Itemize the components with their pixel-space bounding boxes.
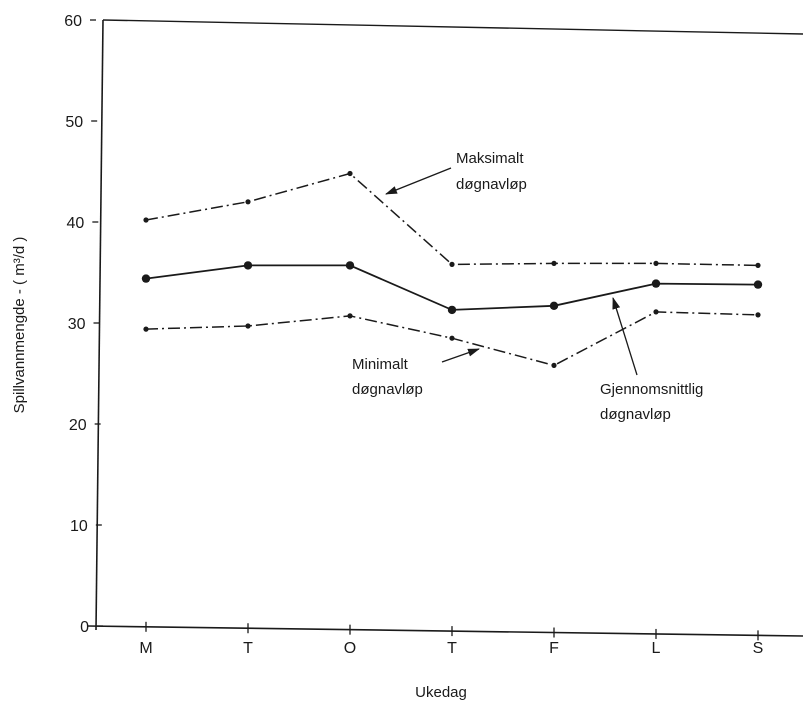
data-point-min <box>755 312 761 318</box>
annotation-min-line2: døgnavløp <box>352 381 423 398</box>
data-point-snitt <box>549 301 559 310</box>
annotation-maks: Maksimalt døgnavløp <box>385 150 527 195</box>
data-point-min <box>245 323 251 329</box>
y-tick-label: 20 <box>69 417 87 434</box>
y-tick-label: 50 <box>65 114 83 131</box>
data-point-min <box>347 313 353 319</box>
annotation-snitt-line1: Gjennomsnittlig <box>600 381 703 398</box>
data-point-maks <box>347 170 353 177</box>
annotation-maks-arrow <box>385 167 452 195</box>
data-point-min <box>449 335 455 341</box>
data-point-snitt <box>243 261 253 270</box>
annotation-min-arrow <box>441 348 480 363</box>
data-point-maks <box>755 262 761 268</box>
data-point-min <box>143 326 149 332</box>
annotation-snitt: Gjennomsnittlig døgnavløp <box>600 297 703 423</box>
x-axis-line <box>87 625 803 637</box>
y-axis-line <box>95 19 104 631</box>
data-point-maks <box>449 261 455 267</box>
data-point-maks <box>143 217 149 223</box>
x-tick-label: F <box>549 640 559 657</box>
y-tick-label: 40 <box>67 215 85 232</box>
x-tick-label: S <box>753 640 764 657</box>
data-point-maks <box>653 260 659 266</box>
annotation-maks-line2: døgnavløp <box>456 176 527 193</box>
top-border-line <box>102 19 803 35</box>
data-point-snitt <box>447 305 457 315</box>
series-group <box>141 170 763 368</box>
x-tick-label: L <box>652 640 661 657</box>
data-point-min <box>653 309 659 315</box>
x-tick-label: O <box>344 640 356 657</box>
y-tick-label: 30 <box>68 316 86 333</box>
annotation-min-line1: Minimalt <box>352 356 409 373</box>
data-point-maks <box>245 199 251 205</box>
data-point-snitt <box>651 279 661 288</box>
y-axis-title: Spillvannmengde - ( m³/d ) <box>11 237 28 414</box>
data-point-snitt <box>345 261 355 270</box>
annotation-snitt-line2: døgnavløp <box>600 406 671 423</box>
x-tick-label: T <box>447 640 457 657</box>
annotation-snitt-arrow <box>612 297 638 376</box>
series-line-snitt <box>145 264 759 311</box>
x-axis-title: Ukedag <box>415 684 467 701</box>
y-tick-label: 0 <box>80 619 89 636</box>
annotation-min: Minimalt døgnavløp <box>352 348 480 398</box>
annotation-maks-line1: Maksimalt <box>456 150 524 167</box>
data-point-snitt <box>753 280 763 289</box>
data-point-min <box>551 362 557 368</box>
data-point-snitt <box>141 274 151 283</box>
y-tick-label: 10 <box>70 518 88 535</box>
x-tick-label: T <box>243 640 253 657</box>
y-tick-label: 60 <box>64 13 82 30</box>
data-point-maks <box>551 260 557 266</box>
x-tick-label: M <box>139 640 152 657</box>
axes: 0 10 20 30 40 50 60 M T O T F L S <box>64 13 803 657</box>
series-line-maks <box>145 172 759 267</box>
